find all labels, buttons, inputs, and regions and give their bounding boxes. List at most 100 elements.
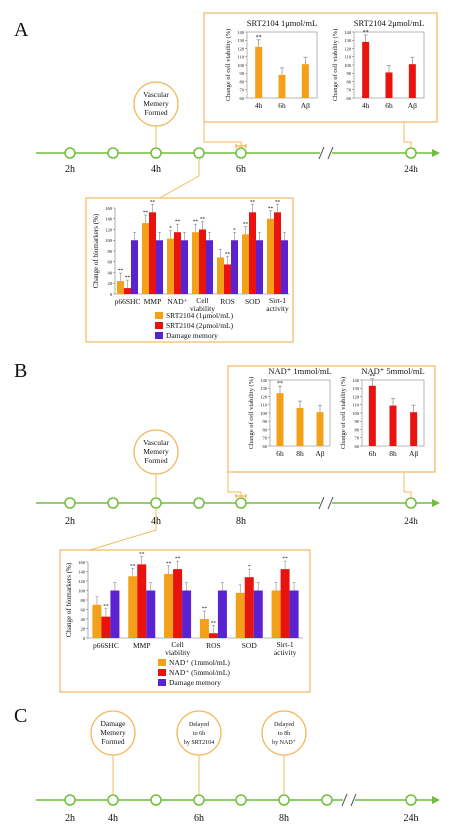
bar	[316, 412, 324, 446]
svg-text:to 6h: to 6h	[193, 731, 205, 737]
x-tick-label: Sirt-1 activity	[266, 296, 289, 313]
y-tick-label: 80	[347, 79, 352, 84]
y-axis-label: Change of cell viability (%)	[340, 377, 347, 450]
x-tick-label: MMP	[133, 641, 151, 650]
y-axis-label: Change of biomarkers (%)	[65, 562, 73, 637]
bar	[101, 616, 111, 638]
bar	[276, 393, 284, 446]
bar	[131, 240, 138, 294]
y-tick-label: 70	[263, 436, 268, 441]
significance-label: **	[125, 275, 131, 281]
x-tick-label: Aβ	[408, 101, 417, 110]
bar	[256, 240, 263, 294]
bar	[296, 408, 304, 446]
svg-text:Delayed: Delayed	[189, 722, 209, 728]
bar	[142, 223, 149, 294]
significance-label: **	[211, 620, 217, 626]
bar	[146, 590, 156, 638]
y-tick-label: 90	[347, 71, 352, 76]
y-tick-label: 90	[240, 71, 245, 76]
y-tick-label: 140	[78, 569, 86, 574]
chart-nad-1: NAD⁺ 1mmol/mL 60 70 80 90 100 110 120 130 140 Chan…	[248, 366, 332, 458]
significance-label: **	[166, 561, 172, 567]
y-tick-label: 130	[260, 386, 268, 391]
significance-label: **	[150, 199, 156, 205]
bar	[281, 240, 288, 294]
y-tick-label: 140	[237, 30, 245, 35]
svg-text:by NAD⁺: by NAD⁺	[272, 740, 296, 746]
significance-label: **	[200, 217, 206, 223]
y-tick-label: 60	[81, 607, 86, 612]
timepoint-marker	[64, 147, 76, 159]
x-tick-label: NAD⁺	[167, 297, 187, 306]
significance-label: **	[118, 268, 124, 274]
inset-box-a-top	[203, 12, 438, 123]
svg-text:by SRT2104: by SRT2104	[184, 740, 214, 746]
significance-label: **	[175, 219, 181, 225]
tick-24h: 24h	[404, 164, 418, 174]
svg-text:Memery: Memery	[100, 728, 126, 737]
bar	[206, 240, 213, 294]
significance-label: **	[277, 381, 283, 387]
bar	[217, 257, 224, 294]
svg-text:8h: 8h	[279, 813, 289, 824]
y-tick-label: 110	[352, 403, 359, 408]
timepoint-marker	[150, 497, 162, 509]
legend-swatch	[155, 322, 163, 329]
x-tick-label-line: Cell	[171, 640, 184, 649]
significance-label: **	[363, 30, 369, 36]
significance-label: **	[202, 606, 208, 612]
x-tick-label: Aβ	[315, 449, 324, 458]
svg-text:Memery: Memery	[143, 447, 169, 456]
bar	[208, 633, 218, 638]
x-tick-label-line: viability	[165, 648, 190, 657]
timepoint-marker	[107, 147, 119, 159]
arrowhead-icon	[432, 796, 440, 804]
arrowhead-icon	[432, 499, 440, 507]
y-tick-label: 140	[352, 378, 360, 383]
bar	[199, 229, 206, 294]
significance-label: **	[275, 199, 281, 205]
y-axis-label: Change of cell viability (%)	[225, 29, 232, 102]
y-axis-label: Change of cell viability (%)	[248, 377, 255, 450]
y-tick-label: 120	[105, 227, 113, 232]
y-tick-label: 40	[81, 617, 86, 622]
legend-label: NAD⁺ (5mmol/mL)	[169, 668, 230, 677]
y-tick-label: 60	[263, 444, 268, 449]
y-tick-label: 120	[78, 579, 86, 584]
significance-label: **	[175, 556, 181, 562]
bar	[192, 232, 199, 294]
significance-label: **	[143, 210, 149, 216]
bar	[267, 218, 274, 294]
timepoint-marker	[150, 147, 162, 159]
timepoint-marker	[193, 497, 205, 509]
svg-text:6h: 6h	[194, 813, 204, 824]
y-tick-label: 60	[347, 96, 352, 101]
y-tick-label: 120	[352, 394, 360, 399]
y-tick-label: 40	[108, 270, 113, 275]
svg-text:Delayed: Delayed	[274, 722, 294, 728]
chart-biomarkers-nad: 0 20 40 60 80 100 120 140 160 Change of biomarker…	[65, 551, 303, 687]
x-tick-label: SOD	[242, 641, 258, 650]
y-tick-label: 80	[81, 598, 86, 603]
panel-letter-c: C	[14, 705, 27, 727]
bar	[235, 592, 245, 638]
bar	[167, 238, 174, 294]
significance-label: **	[243, 221, 249, 227]
x-tick-label: 4h	[255, 101, 263, 110]
bar	[117, 281, 124, 294]
bar	[244, 577, 254, 638]
tick-2h: 2h	[65, 516, 75, 527]
bar	[362, 41, 370, 98]
y-axis-label: Change of cell viability (%)	[332, 29, 339, 102]
x-tick-label: 6h	[276, 449, 284, 458]
y-tick-label: 90	[355, 419, 360, 424]
x-tick-label: 4h	[362, 101, 370, 110]
timepoint-marker	[235, 497, 247, 509]
svg-text:24h: 24h	[404, 813, 419, 824]
legend-label: Damage memory	[166, 331, 218, 340]
timepoint-marker	[193, 147, 205, 159]
bar	[301, 64, 309, 98]
bar	[368, 385, 376, 446]
bar	[137, 564, 147, 638]
